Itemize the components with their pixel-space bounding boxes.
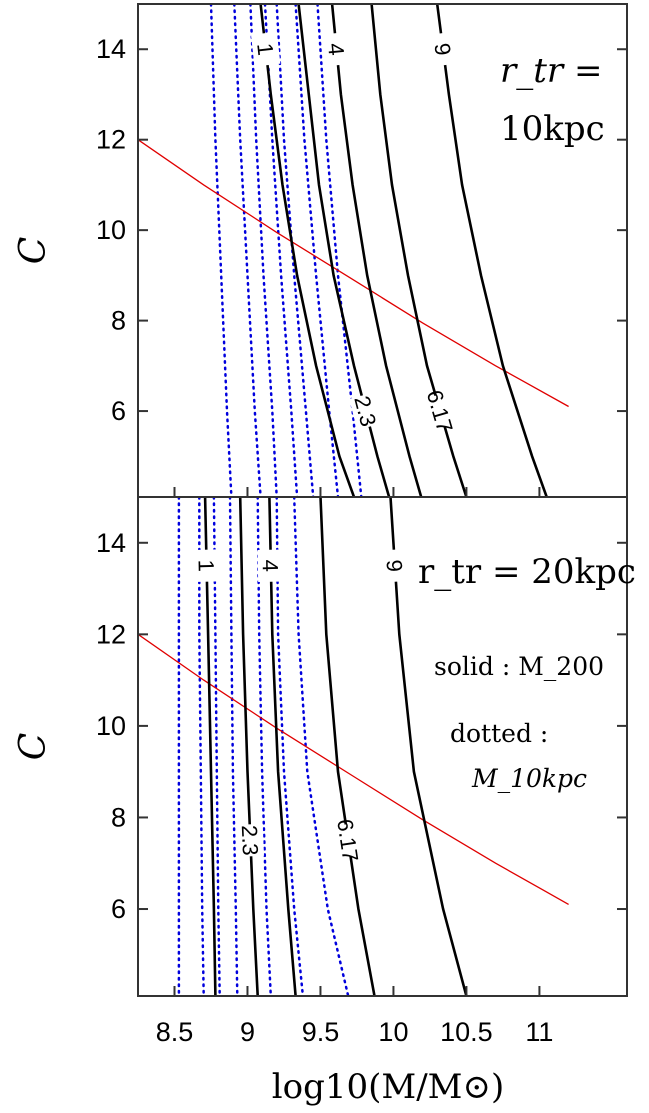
y-tick-label: 8 bbox=[111, 802, 126, 832]
solid-contour-1 bbox=[203, 497, 217, 996]
contour-label-bg bbox=[428, 31, 459, 67]
contour-label-1: 1 bbox=[252, 42, 278, 57]
solid-contour-4 bbox=[330, 4, 423, 497]
solid-contour-9 bbox=[389, 497, 468, 996]
top-annotation-line1: r_tr = bbox=[500, 51, 602, 91]
y-tick-label: 14 bbox=[96, 34, 126, 64]
x-tick-label: 10 bbox=[378, 1017, 408, 1047]
dotted-contour-6 bbox=[275, 497, 305, 996]
x-tick-label: 8.5 bbox=[156, 1017, 194, 1047]
legend-dotted: dotted : bbox=[450, 719, 548, 748]
x-axis-title: log10(M/M⊙) bbox=[272, 1067, 504, 1107]
x-tick-label: 10.5 bbox=[440, 1017, 493, 1047]
y-axis-title: C bbox=[13, 237, 54, 265]
contour-label-bg bbox=[321, 32, 351, 67]
solid-contour-6.17 bbox=[370, 4, 468, 497]
contour-label-1: 1 bbox=[193, 559, 218, 572]
x-tick-label: 9 bbox=[240, 1017, 255, 1047]
contour-label-bg bbox=[332, 822, 364, 859]
contour-label-bg bbox=[193, 549, 220, 582]
dotted-contour-2 bbox=[198, 497, 205, 996]
y-tick-label: 6 bbox=[111, 894, 126, 924]
solid-contour-6.17 bbox=[319, 497, 376, 996]
dotted-contour-7 bbox=[316, 4, 363, 497]
contour-label-4: 4 bbox=[258, 559, 283, 572]
dotted-contour-7 bbox=[292, 497, 350, 996]
dotted-contour-6 bbox=[294, 4, 340, 497]
solid-contour-4 bbox=[268, 497, 297, 996]
dotted-contour-5 bbox=[256, 497, 273, 996]
solid-contour-2.3 bbox=[297, 4, 391, 497]
dotted-contour-1 bbox=[209, 4, 233, 497]
dotted-contour-3 bbox=[212, 497, 221, 996]
y-tick-label: 10 bbox=[96, 711, 126, 741]
top-annotation-line2: 10kpc bbox=[500, 109, 605, 149]
solid-contour-9 bbox=[435, 4, 548, 497]
y-tick-label: 6 bbox=[111, 396, 126, 426]
contour-label-9: 9 bbox=[382, 559, 408, 573]
dotted-contour-3 bbox=[249, 4, 278, 497]
solid-contour-2.3 bbox=[238, 497, 259, 996]
bottom-panel: 1 2.3 4 6.17 9 6 8 10 12 14 C 8.5 9 9.5 10 10.5 11 bbox=[13, 496, 628, 1047]
red-curve bbox=[138, 139, 569, 408]
y-tick-label: 10 bbox=[96, 215, 126, 245]
y-tick-label: 8 bbox=[111, 306, 126, 336]
x-tick-label: 9.5 bbox=[302, 1017, 340, 1047]
contour-label-2.3: 2.3 bbox=[237, 825, 263, 857]
axes-frame bbox=[137, 496, 628, 997]
contour-label-bg bbox=[257, 549, 285, 583]
contour-label-4: 4 bbox=[323, 42, 349, 57]
red-curve bbox=[138, 633, 569, 905]
dotted-contour-2 bbox=[233, 4, 262, 497]
y-axis-title: C bbox=[13, 733, 54, 761]
legend-dotted-quantity: M_10kpc bbox=[471, 764, 587, 793]
contour-label-9: 9 bbox=[429, 42, 455, 57]
contour-label-bg bbox=[236, 823, 265, 857]
dotted-contour-4 bbox=[228, 497, 239, 996]
plot-area: 1 2.3 4 6.17 9 bbox=[138, 497, 569, 996]
solid-contour-1 bbox=[259, 4, 356, 497]
legend-solid: solid : M_200 bbox=[434, 652, 604, 681]
bottom-annotation: r_tr = 20kpc bbox=[418, 552, 636, 592]
contour-label-bg bbox=[380, 548, 409, 583]
contour-label-bg bbox=[423, 392, 458, 431]
contour-label-bg bbox=[349, 392, 383, 430]
y-tick-label: 14 bbox=[96, 528, 126, 558]
plot-area: 12.346.179 bbox=[138, 4, 569, 497]
contour-label-6.17: 6.17 bbox=[422, 387, 458, 435]
contour-label-6.17: 6.17 bbox=[332, 817, 363, 863]
y-tick-label: 12 bbox=[96, 125, 126, 155]
dotted-contour-5 bbox=[275, 4, 315, 497]
contour-label-bg bbox=[250, 31, 281, 67]
x-tick-label: 11 bbox=[525, 1017, 553, 1047]
y-tick-label: 12 bbox=[96, 619, 126, 649]
